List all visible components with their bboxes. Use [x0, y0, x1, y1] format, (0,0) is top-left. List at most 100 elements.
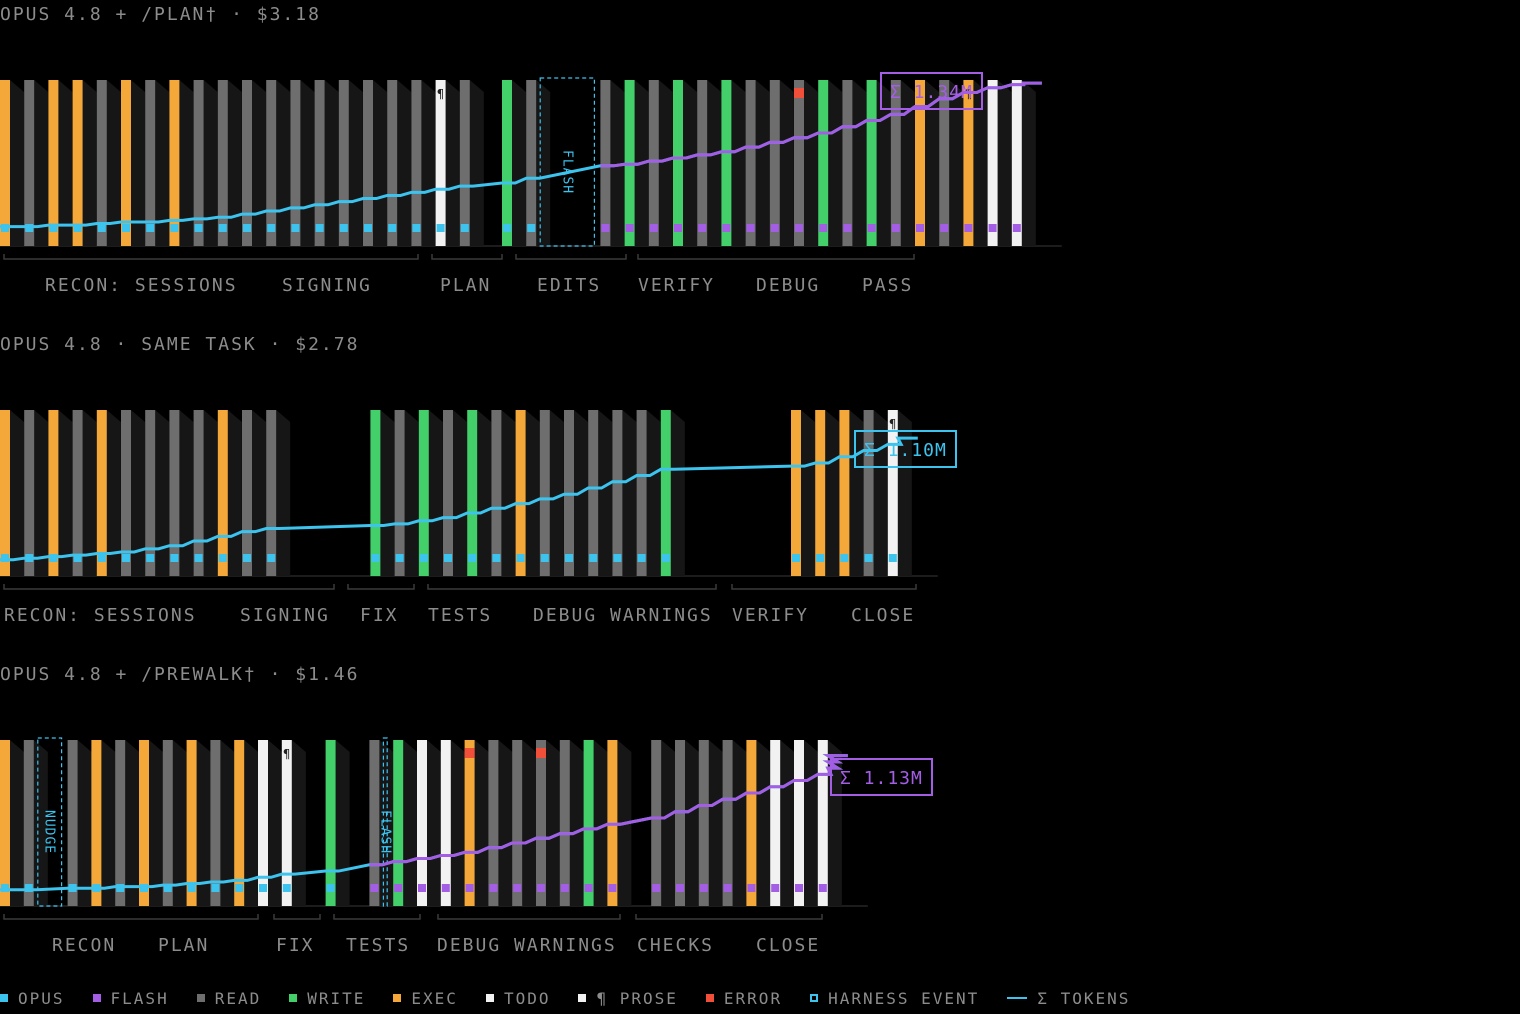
model-dot — [792, 554, 800, 562]
bar-2 — [24, 80, 49, 246]
bar-body — [169, 80, 180, 246]
model-dot — [444, 554, 452, 562]
bar-body — [115, 740, 126, 906]
phase-label: DEBUG — [756, 275, 821, 296]
bar-shadow — [756, 740, 771, 906]
bar-15 — [393, 740, 418, 906]
model-dot — [465, 884, 474, 892]
legend-swatch — [810, 994, 819, 1002]
model-dot — [795, 224, 803, 232]
bar-7 — [145, 410, 170, 576]
model-dot — [916, 224, 924, 232]
bar-shadow — [33, 740, 48, 906]
bar-shadow — [131, 80, 145, 246]
legend-swatch — [196, 994, 205, 1002]
model-dot — [97, 224, 106, 232]
bar-shadow — [973, 80, 988, 246]
model-dot — [418, 884, 426, 892]
bar-body — [440, 740, 451, 906]
bar-31 — [794, 740, 818, 906]
bar-3 — [48, 410, 73, 576]
bar-22 — [526, 80, 551, 246]
bar-13 — [290, 80, 315, 246]
bar-body — [266, 410, 277, 576]
bar-12 — [266, 80, 291, 246]
model-dot — [364, 224, 372, 232]
prose-mark: ¶ — [437, 87, 445, 101]
bar-body — [242, 410, 252, 576]
bar-27 — [697, 80, 722, 246]
phase-bracket-4 — [437, 914, 621, 920]
bar-shadow — [569, 740, 584, 906]
error-mark — [536, 748, 546, 758]
bar-body — [363, 80, 373, 246]
bar-28 — [721, 80, 746, 246]
legend-label: Σ TOKENS — [1037, 988, 1131, 1008]
bar-shadow — [610, 80, 625, 246]
bar-8 — [169, 80, 194, 246]
phase-label: RECON — [52, 935, 117, 956]
bar-shadow — [732, 740, 747, 906]
bar-body — [698, 740, 709, 906]
bar-body — [770, 740, 781, 906]
model-dot — [194, 224, 203, 232]
bar-shadow — [131, 410, 145, 576]
bar-2 — [24, 410, 49, 576]
bar-40 — [1011, 80, 1036, 246]
phase-bracket-4 — [637, 254, 915, 260]
model-dot — [988, 224, 997, 232]
bar-body — [0, 740, 10, 906]
bar-shadow — [801, 410, 815, 576]
legend-item: OPUS — [0, 989, 65, 1008]
bar-body — [675, 740, 685, 906]
model-dot — [291, 224, 300, 232]
bar-body — [512, 740, 523, 906]
bar-body — [887, 410, 898, 576]
harness-event-1: NUDGE — [37, 737, 63, 907]
model-dot — [699, 884, 708, 892]
model-dot — [698, 224, 707, 232]
bar-body — [794, 740, 804, 906]
bar-5 — [96, 80, 121, 246]
bar-body — [417, 740, 427, 906]
bar-body — [890, 80, 901, 246]
bar-33 — [842, 80, 867, 246]
bar-23 — [600, 80, 625, 246]
total-tokens-badge-2: Σ 1.10M — [854, 430, 957, 468]
bar-body — [281, 740, 292, 906]
panel-title-3: OPUS 4.8 + /PREWALK† · $1.46 — [0, 664, 360, 685]
bar-15 — [338, 80, 363, 246]
model-dot — [259, 884, 267, 892]
bar-body — [72, 410, 83, 576]
bar-16 — [363, 80, 387, 246]
bar-body — [242, 80, 252, 246]
model-dot — [187, 884, 196, 892]
model-dot — [370, 884, 379, 892]
bar-body — [526, 80, 537, 246]
bar-shadow — [82, 410, 97, 576]
bar-shadow — [828, 80, 843, 246]
bar-6 — [121, 80, 145, 246]
bar-17 — [387, 80, 412, 246]
bar-shadow — [179, 410, 194, 576]
model-dot — [243, 224, 251, 232]
bar-body — [539, 410, 550, 576]
bar-7 — [162, 740, 187, 906]
bar-20 — [512, 740, 537, 906]
bar-shadow — [252, 410, 266, 576]
model-dot — [722, 224, 731, 232]
bar-26 — [791, 410, 815, 576]
model-dot — [371, 554, 380, 562]
bar-shadow — [10, 410, 24, 576]
bar-shadow — [498, 740, 513, 906]
bar-body — [536, 740, 546, 906]
bar-body — [443, 410, 453, 576]
bar-21 — [502, 80, 526, 246]
bar-32 — [818, 80, 843, 246]
model-dot — [601, 224, 610, 232]
bar-8 — [169, 410, 194, 576]
model-dot — [97, 554, 106, 562]
bar-body — [600, 80, 611, 246]
model-dot — [163, 884, 172, 892]
bar-shadow — [661, 740, 676, 906]
